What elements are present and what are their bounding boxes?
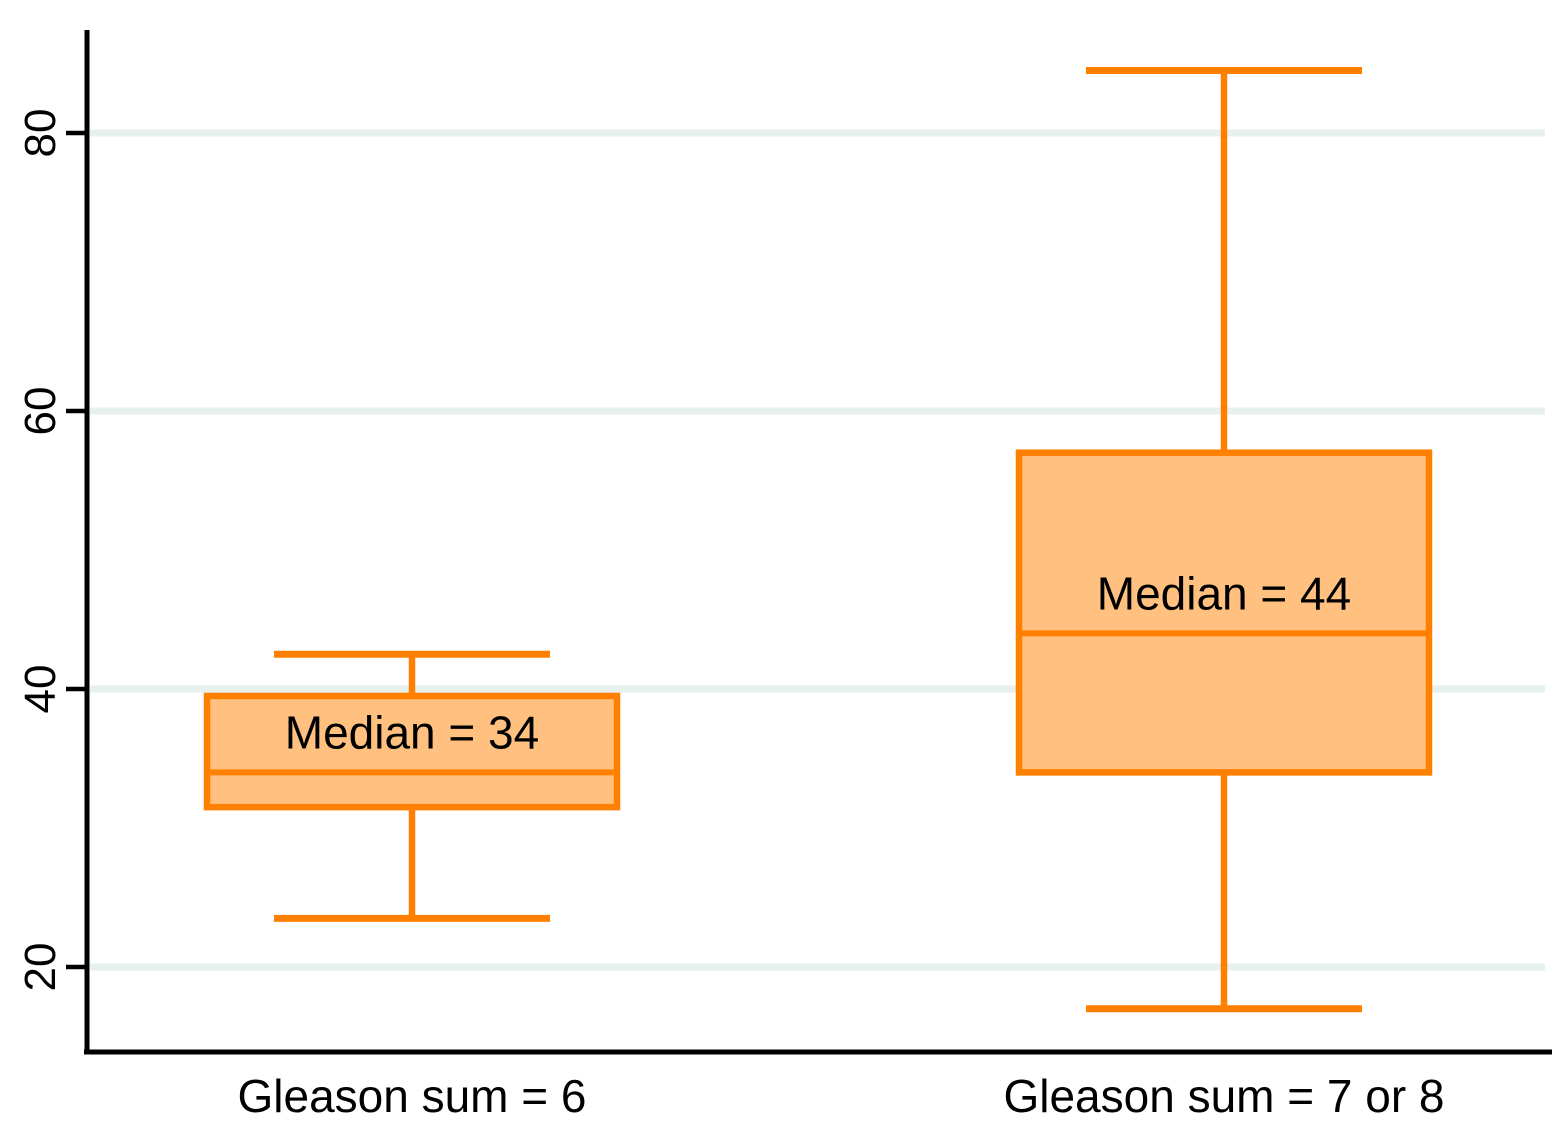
y-tick-label: 60 [16,387,65,436]
y-tick-label: 80 [16,109,65,158]
box [1015,449,1433,776]
category-label: Gleason sum = 6 [237,1070,586,1122]
y-tick-label: 40 [16,665,65,714]
median-label: Median = 34 [285,707,539,759]
median-label: Median = 44 [1097,568,1351,620]
category-label: Gleason sum = 7 or 8 [1003,1070,1444,1122]
box [203,692,621,811]
y-tick-label: 20 [16,943,65,992]
